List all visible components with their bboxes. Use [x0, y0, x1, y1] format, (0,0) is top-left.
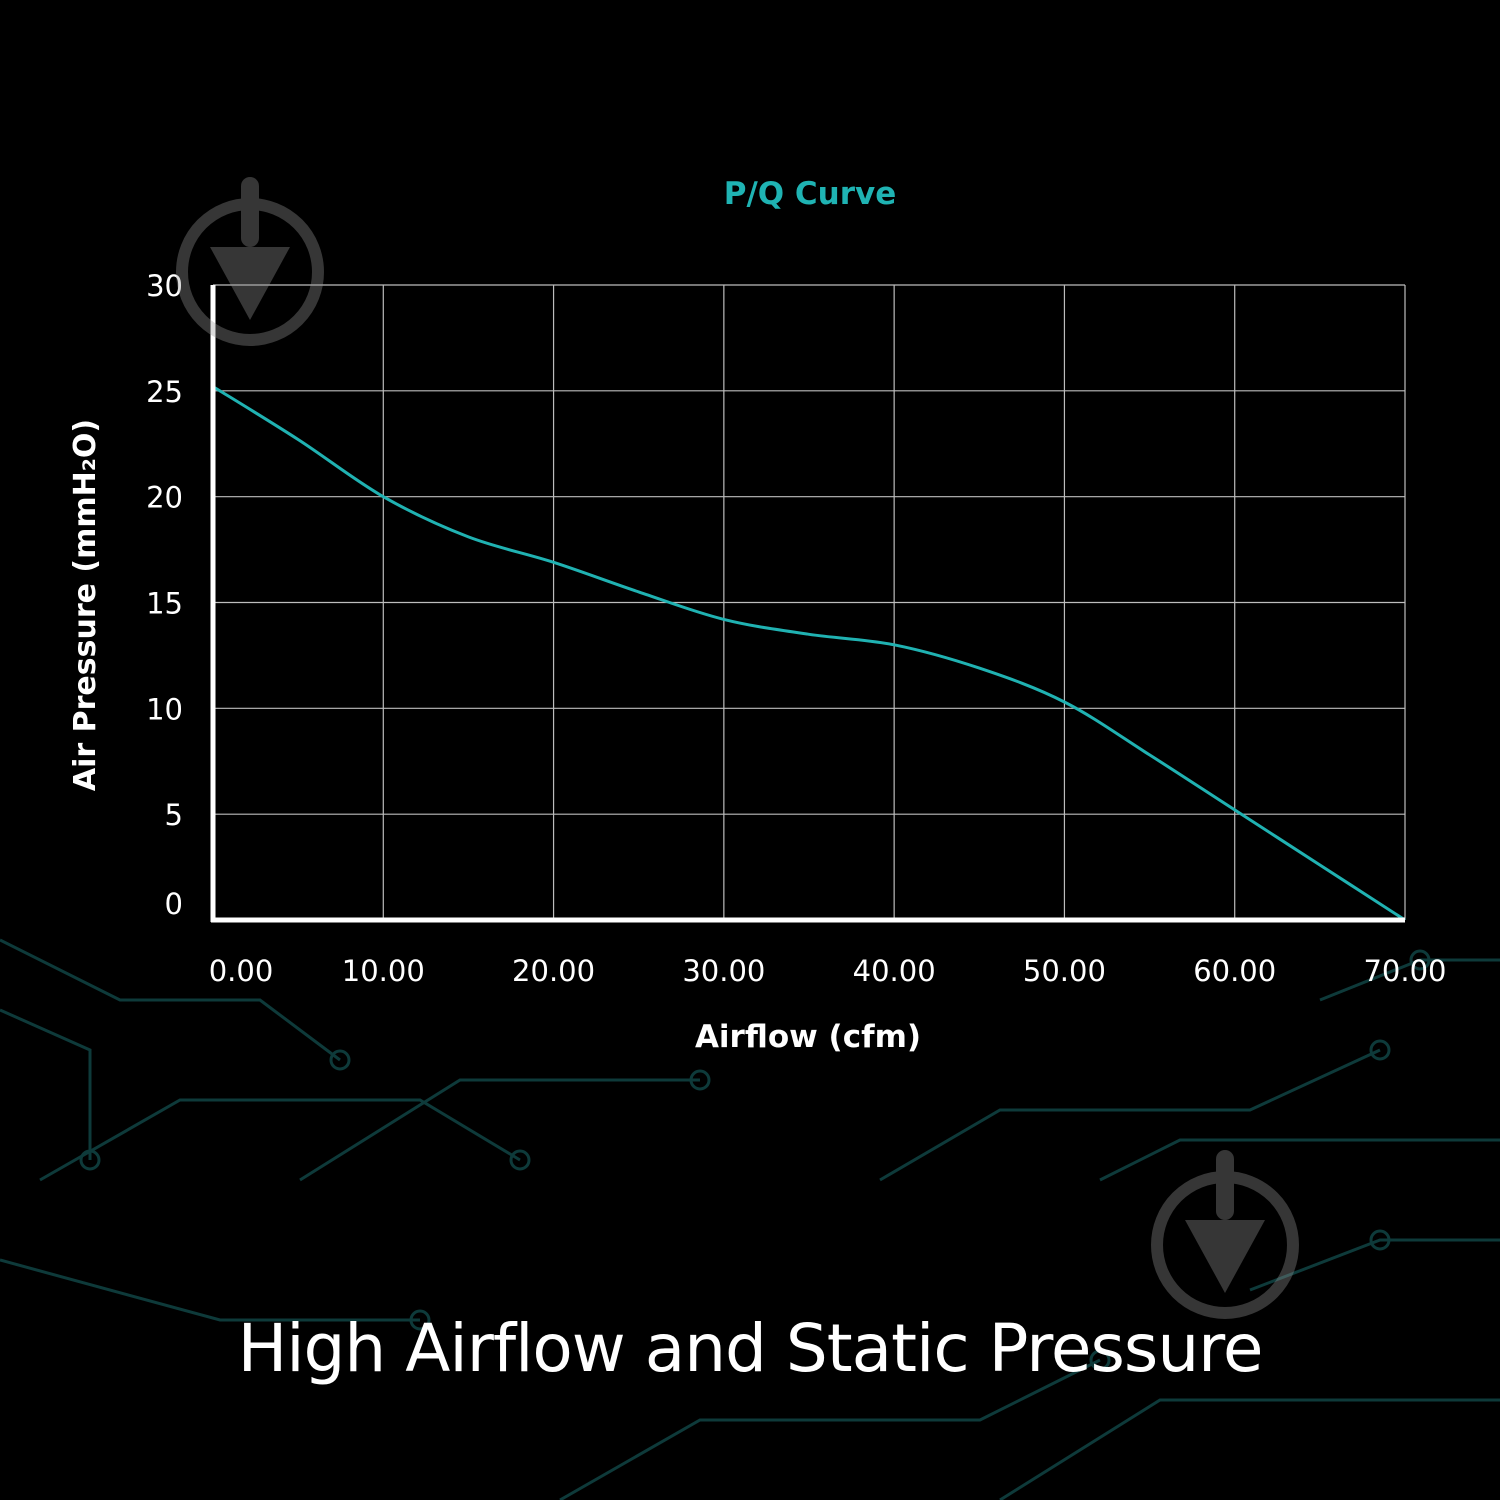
circuit-trace	[1099, 1138, 1500, 1182]
x-tick-label: 70.00	[1363, 954, 1446, 988]
circuit-pad	[1409, 949, 1431, 971]
x-tick-label: 30.00	[682, 954, 765, 988]
circuit-trace	[299, 1078, 700, 1182]
x-tick-label: 40.00	[853, 954, 936, 988]
x-axis-label: Airflow (cfm)	[695, 1019, 921, 1055]
chart-title: P/Q Curve	[724, 176, 897, 212]
x-tick-label: 50.00	[1023, 954, 1106, 988]
grid	[212, 284, 1406, 921]
x-tick-label: 60.00	[1193, 954, 1276, 988]
circuit-pad	[409, 1309, 431, 1331]
x-tick-label: 10.00	[342, 954, 425, 988]
y-tick-label: 20	[146, 481, 183, 515]
circuit-trace	[0, 1008, 92, 1160]
circuit-trace	[999, 1398, 1500, 1500]
y-tick-label: 30	[146, 269, 183, 303]
download-arrow-icon	[1151, 1150, 1299, 1319]
headline-caption: High Airflow and Static Pressure	[237, 1310, 1264, 1387]
y-tick-label: 10	[146, 692, 183, 726]
y-tick-label: 5	[165, 798, 183, 832]
circuit-background	[0, 938, 1500, 1500]
circuit-trace	[0, 938, 341, 1062]
y-tick-labels: 30 25 20 15 10 5 0	[146, 269, 183, 921]
y-tick-label: 0	[165, 887, 183, 921]
x-tick-labels: 0.00 10.00 20.00 30.00 40.00 50.00 60.00 70.00	[209, 954, 1447, 988]
circuit-trace	[879, 1048, 1381, 1182]
circuit-trace	[39, 1098, 521, 1182]
x-tick-label: 0.00	[209, 954, 274, 988]
circuit-trace	[1319, 958, 1500, 1002]
circuit-pad	[689, 1069, 711, 1091]
circuit-trace	[1249, 1238, 1500, 1292]
x-tick-label: 20.00	[512, 954, 595, 988]
y-tick-label: 15	[146, 587, 183, 621]
circuit-pad	[509, 1149, 531, 1171]
circuit-pad	[1369, 1039, 1391, 1061]
circuit-pad	[329, 1049, 351, 1071]
y-tick-label: 25	[146, 375, 183, 409]
download-arrow-icon	[176, 177, 324, 346]
circuit-pad	[1089, 1349, 1111, 1371]
circuit-pad	[1369, 1229, 1391, 1251]
circuit-trace	[559, 1358, 1101, 1500]
circuit-trace	[0, 1258, 420, 1322]
pq-curve-line	[212, 385, 1406, 922]
circuit-pad	[79, 1149, 101, 1171]
y-axis-label: Air Pressure (mmH₂O)	[68, 419, 103, 791]
